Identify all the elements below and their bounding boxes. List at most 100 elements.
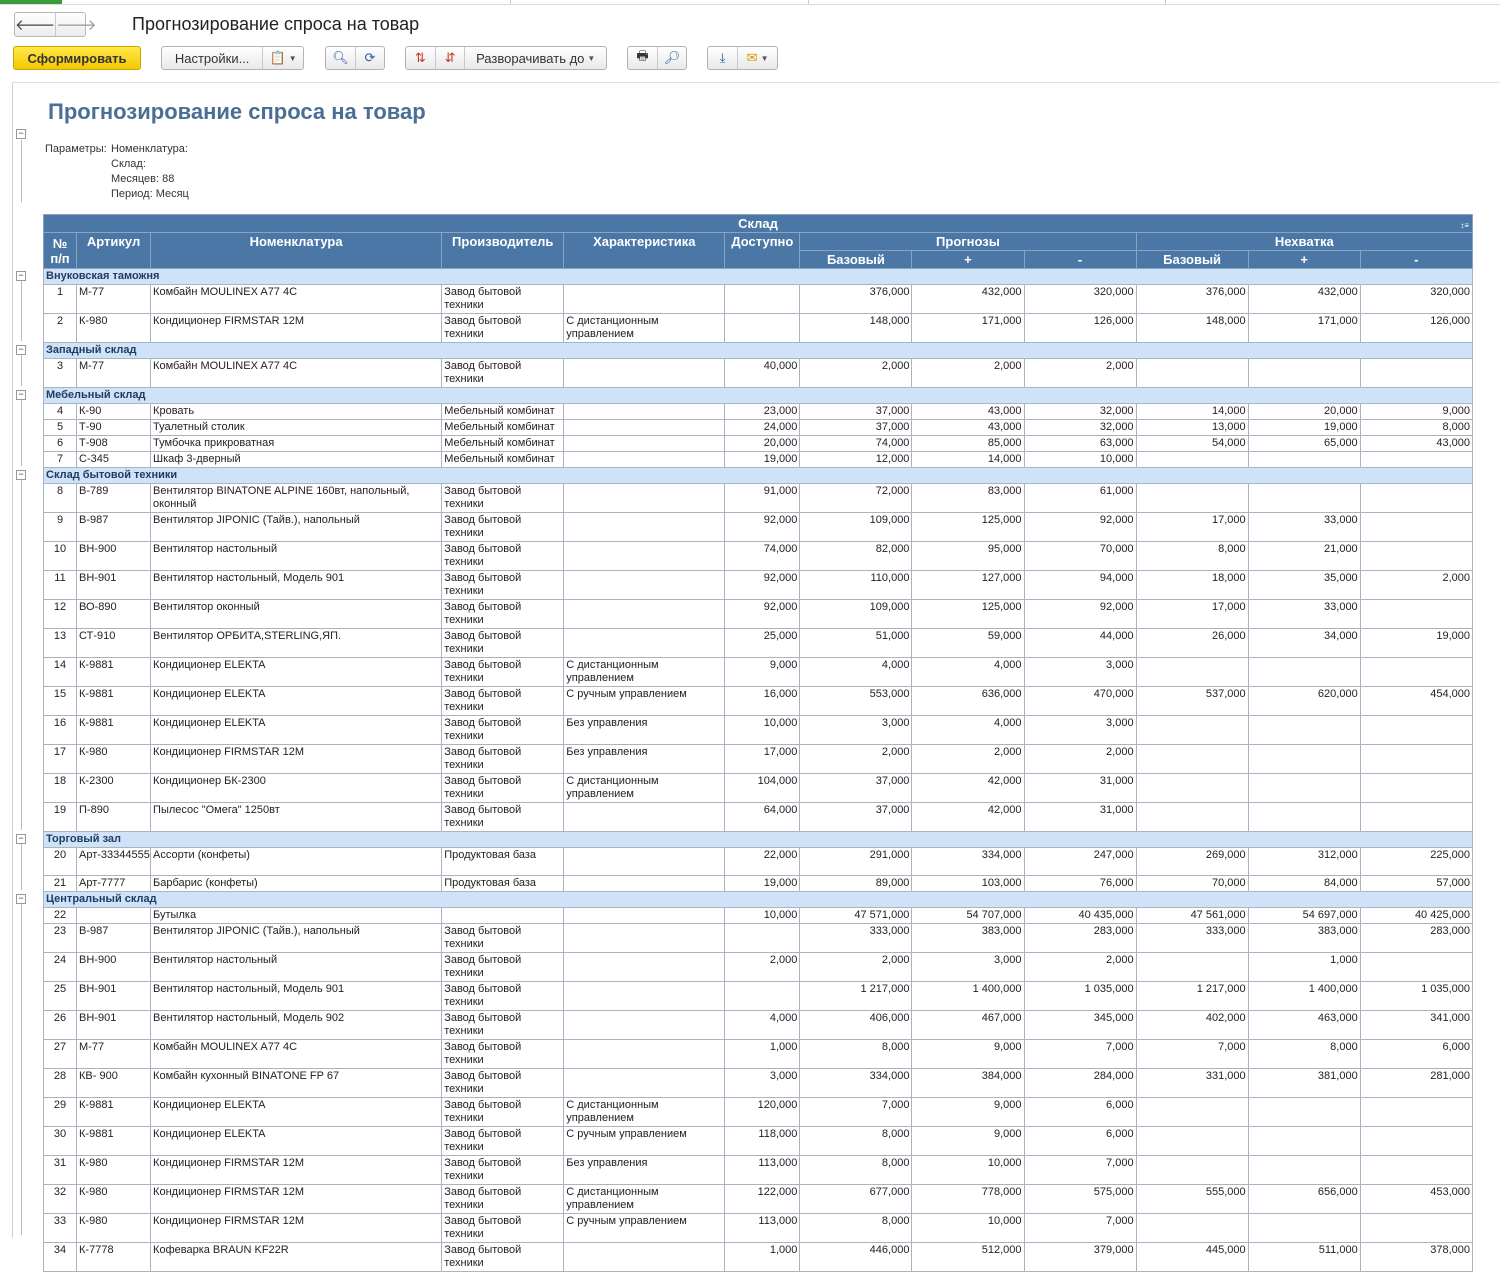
group-row[interactable]: Западный склад: [43, 342, 1473, 359]
cell-shortage-base: 555,000: [1135, 1184, 1249, 1214]
sort-asc-button[interactable]: ⇅: [406, 47, 435, 69]
table-row[interactable]: 21 Арт-7777 Барбарис (конфеты) Продуктовая …: [42, 875, 1474, 892]
cell-char: [563, 358, 726, 388]
group-row[interactable]: Центральный склад: [43, 891, 1473, 908]
col-forecast[interactable]: Прогнозы: [799, 232, 1137, 251]
group-row[interactable]: Мебельный склад: [43, 387, 1473, 404]
cell-shortage-minus: 1 035,000: [1359, 981, 1474, 1011]
table-row[interactable]: 4 К-90 Кровать Мебельный комбинат 23,000 37,0…: [42, 403, 1474, 420]
cell-forecast-minus: 320,000: [1023, 284, 1137, 314]
table-row[interactable]: 22 Бутылка 10,000 47 571,000 54 707,000 40 43…: [42, 907, 1474, 924]
table-row[interactable]: 23 В-987 Вентилятор JIPONIC (Тайв.), напол…: [42, 923, 1474, 953]
col-shortage-minus[interactable]: -: [1359, 250, 1474, 269]
sort-icon[interactable]: ↕≡: [1460, 221, 1469, 230]
forward-arrow-icon[interactable]: 🡒: [55, 13, 96, 36]
table-row[interactable]: 8 В-789 Вентилятор BINATONE ALPINE 160вт, …: [42, 483, 1474, 513]
cell-article: Арт-7777: [76, 875, 152, 892]
col-forecast-minus[interactable]: -: [1023, 250, 1137, 269]
collapse-icon[interactable]: −: [16, 389, 26, 400]
collapse-icon[interactable]: −: [16, 469, 26, 480]
col-shortage-plus[interactable]: +: [1247, 250, 1361, 269]
cell-shortage-base: [1135, 1126, 1249, 1156]
table-row[interactable]: 20 Арт-33344555 Ассорти (конфеты) Продуктов…: [42, 847, 1474, 876]
variants-button[interactable]: 📋 ▼: [262, 47, 303, 69]
table-row[interactable]: 3 М-77 Комбайн MOULINEX A77 4C Завод бытово…: [42, 358, 1474, 388]
tree-line: [21, 479, 22, 830]
save-button[interactable]: ⤓: [708, 47, 737, 69]
cell-name: Кондиционер FIRMSTAR 12M: [150, 744, 443, 774]
col-shortage-base[interactable]: Базовый: [1135, 250, 1249, 269]
table-row[interactable]: 18 К-2300 Кондиционер БК-2300 Завод бытовой…: [42, 773, 1474, 803]
col-article[interactable]: Артикул: [76, 232, 152, 269]
cell-maker: Завод бытовой техники: [441, 686, 565, 716]
collapse-icon[interactable]: −: [16, 833, 26, 844]
group-row[interactable]: Склад бытовой техники: [43, 467, 1473, 484]
table-row[interactable]: 12 ВО-890 Вентилятор оконный Завод бытовой …: [42, 599, 1474, 629]
table-row[interactable]: 31 К-980 Кондиционер FIRMSTAR 12M Завод быт…: [42, 1155, 1474, 1185]
cell-name: Барбарис (конфеты): [150, 875, 443, 892]
cell-maker: Завод бытовой техники: [441, 1184, 565, 1214]
cell-shortage-minus: 19,000: [1359, 628, 1474, 658]
sort-desc-button[interactable]: ⇵: [434, 47, 465, 69]
table-row[interactable]: 27 М-77 Комбайн MOULINEX A77 4C Завод бытов…: [42, 1039, 1474, 1069]
col-char[interactable]: Характеристика: [563, 232, 726, 269]
table-row[interactable]: 14 К-9881 Кондиционер ELEKTA Завод бытовой …: [42, 657, 1474, 687]
cell-shortage-minus: [1359, 952, 1474, 982]
generate-button[interactable]: Сформировать: [13, 46, 141, 70]
top-tab-strip: [0, 0, 1500, 5]
collapse-icon[interactable]: −: [16, 344, 26, 355]
collapse-icon[interactable]: −: [16, 270, 26, 281]
cell-forecast-base: 1 217,000: [799, 981, 913, 1011]
table-row[interactable]: 2 К-980 Кондиционер FIRMSTAR 12M Завод быто…: [42, 313, 1474, 343]
preview-button[interactable]: 🔎︎: [656, 47, 686, 69]
table-row[interactable]: 5 Т-90 Туалетный столик Мебельный комбинат 2…: [42, 419, 1474, 436]
table-row[interactable]: 6 Т-908 Тумбочка прикроватная Мебельный ком…: [42, 435, 1474, 452]
col-forecast-base[interactable]: Базовый: [799, 250, 913, 269]
table-row[interactable]: 19 П-890 Пылесос "Омега" 1250вт Завод бытов…: [42, 802, 1474, 832]
print-button[interactable]: 🖶: [628, 47, 657, 69]
table-row[interactable]: 1 М-77 Комбайн MOULINEX A77 4C Завод бытово…: [42, 284, 1474, 314]
cell-num: 25: [42, 981, 78, 1011]
table-row[interactable]: 32 К-980 Кондиционер FIRMSTAR 12M Завод быт…: [42, 1184, 1474, 1214]
table-row[interactable]: 11 ВН-901 Вентилятор настольный, Модель 90…: [42, 570, 1474, 600]
table-row[interactable]: 33 К-980 Кондиционер FIRMSTAR 12M Завод быт…: [42, 1213, 1474, 1243]
col-shortage[interactable]: Нехватка: [1135, 232, 1474, 251]
find-button[interactable]: 🔍︎: [326, 47, 355, 69]
table-row[interactable]: 29 К-9881 Кондиционер ELEKTA Завод бытовой …: [42, 1097, 1474, 1127]
table-row[interactable]: 34 К-7778 Кофеварка BRAUN KF22R Завод бытов…: [42, 1242, 1474, 1272]
table-row[interactable]: 9 В-987 Вентилятор JIPONIC (Тайв.), наполь…: [42, 512, 1474, 542]
col-maker[interactable]: Производитель: [441, 232, 565, 269]
group-row[interactable]: Торговый зал: [43, 831, 1473, 848]
col-name[interactable]: Номенклатура: [150, 232, 443, 269]
table-row[interactable]: 24 ВН-900 Вентилятор настольный Завод бытов…: [42, 952, 1474, 982]
table-row[interactable]: 17 К-980 Кондиционер FIRMSTAR 12M Завод быт…: [42, 744, 1474, 774]
table-row[interactable]: 16 К-9881 Кондиционер ELEKTA Завод бытовой …: [42, 715, 1474, 745]
table-row[interactable]: 15 К-9881 Кондиционер ELEKTA Завод бытовой …: [42, 686, 1474, 716]
table-row[interactable]: 10 ВН-900 Вентилятор настольный Завод бытов…: [42, 541, 1474, 571]
col-avail[interactable]: Доступно: [724, 232, 801, 269]
col-num[interactable]: № п/п: [42, 232, 78, 269]
expand-to-dropdown[interactable]: Разворачивать до ▼: [464, 47, 606, 69]
cell-maker: Завод бытовой техники: [441, 1213, 565, 1243]
collapse-icon[interactable]: −: [16, 129, 26, 139]
table-row[interactable]: 26 ВН-901 Вентилятор настольный, Модель 90…: [42, 1010, 1474, 1040]
group-row[interactable]: Внуковская таможня: [43, 268, 1473, 285]
table-row[interactable]: 30 К-9881 Кондиционер ELEKTA Завод бытовой …: [42, 1126, 1474, 1156]
table-row[interactable]: 25 ВН-901 Вентилятор настольный, Модель 90…: [42, 981, 1474, 1011]
collapse-icon[interactable]: −: [16, 893, 26, 904]
find-next-button[interactable]: ⟳: [354, 47, 384, 69]
table-row[interactable]: 28 КВ- 900 Комбайн кухонный BINATONE FP 67…: [42, 1068, 1474, 1098]
cell-avail: 9,000: [724, 657, 801, 687]
col-forecast-plus[interactable]: +: [911, 250, 1025, 269]
table-row[interactable]: 13 СТ-910 Вентилятор ОРБИТА,STERLING,ЯП. За…: [42, 628, 1474, 658]
cell-forecast-base: 82,000: [799, 541, 913, 571]
back-arrow-icon[interactable]: 🡐: [15, 17, 56, 34]
table-row[interactable]: 7 С-345 Шкаф 3-дверный Мебельный комбинат 19…: [42, 451, 1474, 468]
mail-button[interactable]: ✉ ▼: [737, 47, 777, 69]
cell-avail: 16,000: [724, 686, 801, 716]
cell-shortage-base: 333,000: [1135, 923, 1249, 953]
cell-forecast-minus: 3,000: [1023, 657, 1137, 687]
cell-shortage-base: 17,000: [1135, 512, 1249, 542]
cell-article: ВО-890: [76, 599, 152, 629]
settings-button[interactable]: Настройки...: [174, 50, 250, 66]
